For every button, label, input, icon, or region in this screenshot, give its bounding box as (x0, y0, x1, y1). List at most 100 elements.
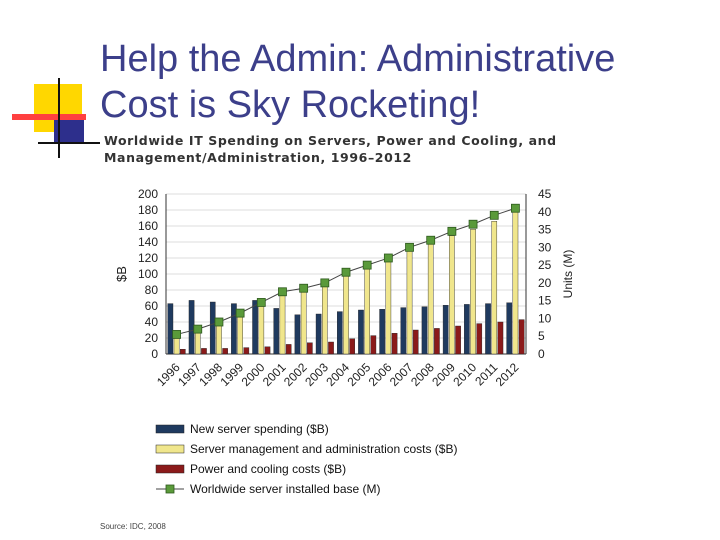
y-right-tick-label: 5 (538, 329, 545, 343)
bar-new-server (464, 304, 470, 355)
decoration-red-bar (12, 114, 86, 120)
x-tick-label: 2012 (493, 360, 522, 389)
bar-power-cooling (243, 347, 250, 355)
y-right-axis-label: Units (M) (561, 250, 575, 299)
installed-base-point (214, 317, 224, 327)
bar-new-server (379, 309, 385, 355)
installed-base-point (362, 260, 372, 270)
bar-new-server (167, 303, 174, 355)
y-right-tick-label: 30 (538, 240, 552, 254)
installed-base-point (256, 298, 266, 307)
installed-base-point (235, 308, 245, 318)
installed-base-point (341, 267, 351, 277)
bar-mgmt-admin (427, 243, 434, 355)
bar-power-cooling (201, 348, 207, 355)
bar-mgmt-admin (385, 259, 392, 355)
installed-base-point (405, 242, 414, 252)
bar-power-cooling (264, 346, 271, 355)
y-tick-label: 140 (138, 235, 158, 249)
bar-mgmt-admin (258, 303, 265, 355)
y-tick-label: 20 (145, 331, 159, 345)
y-tick-label: 100 (138, 267, 158, 281)
installed-base-point (447, 226, 457, 236)
bar-mgmt-admin (470, 228, 476, 355)
bar-power-cooling (476, 323, 483, 355)
bar-mgmt-admin (406, 249, 413, 355)
bar-power-cooling (328, 341, 334, 355)
y-right-tick-label: 15 (538, 294, 552, 308)
bar-power-cooling (518, 319, 525, 355)
y-right-tick-label: 40 (538, 205, 552, 219)
legend-label: Server management and administration cos… (190, 442, 457, 456)
bar-power-cooling (434, 328, 440, 355)
installed-base-point (320, 278, 330, 288)
bar-power-cooling (349, 338, 356, 355)
y-right-tick-label: 45 (538, 187, 552, 201)
bar-new-server (358, 309, 364, 355)
y-tick-label: 40 (145, 315, 159, 329)
y-tick-label: 80 (145, 283, 159, 297)
y-right-tick-label: 10 (538, 311, 552, 325)
legend-swatch (155, 444, 185, 454)
y-right-tick-label: 0 (538, 347, 545, 361)
y-right-tick-label: 25 (538, 258, 552, 272)
installed-base-point (299, 283, 309, 293)
y-tick-label: 180 (138, 203, 158, 217)
bar-power-cooling (412, 329, 419, 355)
y-right-tick-label: 35 (538, 223, 552, 237)
figure-title: Worldwide IT Spending on Servers, Power … (104, 133, 557, 165)
legend-swatch-marker (165, 484, 175, 494)
installed-base-point (172, 330, 181, 339)
bar-new-server (231, 303, 237, 355)
bar-mgmt-admin (237, 315, 243, 355)
bar-mgmt-admin (300, 289, 307, 355)
bar-power-cooling (222, 348, 228, 355)
y-tick-label: 160 (138, 219, 158, 233)
decoration-vertical-line (58, 78, 60, 158)
installed-base-point (426, 235, 436, 245)
legend-label: Worldwide server installed base (M) (190, 482, 381, 496)
legend-label: Power and cooling costs ($B) (190, 462, 346, 476)
y-right-tick-label: 20 (538, 276, 552, 290)
legend-label: New server spending ($B) (190, 422, 329, 436)
bar-power-cooling (391, 333, 398, 355)
bar-new-server (421, 306, 428, 355)
bar-new-server (294, 314, 301, 355)
bar-new-server (442, 305, 449, 355)
installed-base-point (278, 287, 287, 297)
source-note: Source: IDC, 2008 (100, 522, 166, 531)
installed-base-point (511, 203, 520, 213)
bar-new-server (400, 307, 407, 355)
bar-new-server (273, 308, 280, 355)
bar-new-server (209, 301, 216, 355)
y-tick-label: 0 (151, 347, 158, 361)
y-tick-label: 120 (138, 251, 158, 265)
slide-title: Help the Admin: Administrative Cost is S… (100, 38, 616, 126)
y-tick-label: 200 (138, 187, 158, 201)
bar-new-server (506, 302, 513, 355)
bar-power-cooling (179, 349, 186, 355)
legend-swatch (155, 424, 185, 434)
bar-power-cooling (455, 325, 461, 355)
y-tick-label: 60 (145, 299, 159, 313)
bar-power-cooling (307, 342, 313, 355)
installed-base-point (193, 324, 203, 334)
installed-base-point (489, 210, 499, 220)
bar-power-cooling (497, 321, 504, 355)
decoration-horizontal-line (38, 142, 100, 144)
bar-mgmt-admin (322, 283, 328, 355)
bar-mgmt-admin (491, 220, 498, 355)
installed-base-point (383, 253, 393, 263)
bar-mgmt-admin (364, 265, 370, 355)
bar-power-cooling (285, 344, 292, 355)
y-axis-label: $B (114, 266, 129, 282)
bar-mgmt-admin (512, 208, 519, 355)
installed-base-point (468, 219, 478, 229)
bar-mgmt-admin (343, 272, 349, 355)
bar-mgmt-admin (279, 293, 286, 355)
legend-swatch (155, 464, 185, 474)
bar-new-server (337, 311, 343, 355)
bar-new-server (252, 300, 258, 355)
bar-new-server (485, 303, 491, 355)
